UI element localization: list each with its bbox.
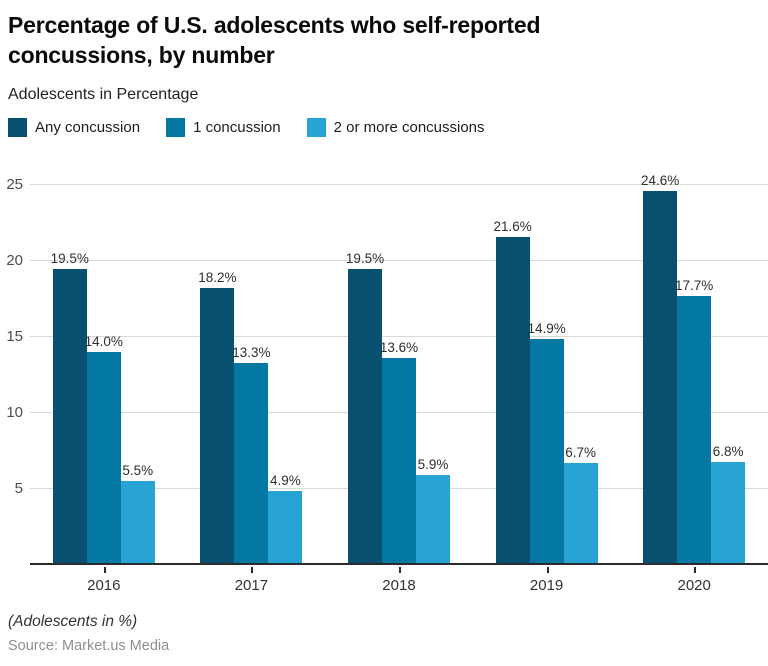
x-axis-label-2016: 2016 [87,577,121,594]
legend-swatch-icon [8,118,27,137]
bar-value-label: 19.5% [50,250,89,266]
bar-1-concussion-2017: 13.3% [232,345,271,565]
bar-2-or-more-concussions-2016: 5.5% [120,463,155,565]
y-axis-tick-label: 15 [6,328,23,345]
bar-value-label: 19.5% [345,250,385,266]
bar-1-concussion-2020: 17.7% [675,278,713,565]
bar-1-concussion-2018: 13.6% [380,340,418,565]
legend-swatch-icon [306,118,326,137]
bar-value-label: 18.2% [198,270,237,286]
bar-value-label: 5.5% [122,463,154,479]
bar-value-label: 4.9% [270,472,301,488]
bar-any-concussion-2017: 18.2% [198,270,237,565]
y-axis-tick-label: 20 [6,252,23,269]
chart-footnote: (Adolescents in %) [8,613,138,630]
bar-any-concussion-2019: 21.6% [493,219,532,565]
x-axis-tick [546,567,549,573]
bar-value-label: 6.8% [712,443,744,459]
x-axis-label-2018: 2018 [382,577,416,594]
bar-2-or-more-concussions-2020: 6.8% [711,444,746,565]
chart-source: Source: Market.us Media [8,638,170,654]
chart-subtitle: Adolescents in Percentage [8,86,199,103]
x-axis-line [30,563,768,565]
y-axis-tick-label: 10 [6,404,23,421]
bar-value-label: 5.9% [417,457,449,473]
bar-2-or-more-concussions-2018: 5.9% [415,457,450,565]
y-axis-tick-label: 5 [14,480,23,497]
x-axis-label-2020: 2020 [677,577,711,594]
legend-label: 2 or more concussions [333,119,485,136]
legend-label: Any concussion [35,119,141,136]
gridline [30,260,768,261]
x-axis-tick [251,567,254,573]
bar-group-2018: 19.5% 13.6% 5.9% [325,185,473,573]
bar-value-label: 14.9% [527,320,566,336]
bar-value-label: 24.6% [641,173,680,189]
bar-any-concussion-2018: 19.5% [346,251,384,565]
gridline [30,184,768,185]
bar-value-label: 13.3% [232,344,271,360]
bar-chart: 5 10 15 20 25 19.5% 14.0% 5.5% 18.2% 13.3% 4.9% 19… [0,173,768,599]
legend-swatch-icon [166,118,186,137]
bar-value-label: 14.0% [84,334,123,350]
bar-value-label: 6.7% [565,445,596,461]
x-axis-labels: 2016 2017 2018 2019 2020 [30,577,768,594]
bar-2-or-more-concussions-2017: 4.9% [268,473,303,565]
page-title: Percentage of U.S. adolescents who self-… [8,12,541,68]
bar-any-concussion-2016: 19.5% [51,251,89,565]
bar-any-concussion-2020: 24.6% [641,173,679,565]
y-axis-tick-label: 25 [6,176,23,193]
bar-2-or-more-concussions-2019: 6.7% [563,445,598,565]
x-axis-tick [694,567,697,573]
bar-1-concussion-2016: 14.0% [85,334,123,565]
legend-item: 1 concussion [166,118,281,137]
gridline [30,336,768,337]
x-axis-tick [103,567,106,573]
chart-legend: Any concussion 1 concussion 2 or more conc… [8,118,760,137]
x-axis-tick [398,567,401,573]
bar-1-concussion-2019: 14.9% [527,321,566,565]
bar-group-2017: 18.2% 13.3% 4.9% [178,185,326,573]
bar-group-2016: 19.5% 14.0% 5.5% [30,185,178,573]
legend-item: 2 or more concussions [306,118,485,137]
x-axis-label-2019: 2019 [529,577,564,594]
bar-group-2020: 24.6% 17.7% 6.8% [620,173,768,573]
bar-group-2019: 21.6% 14.9% 6.7% [473,185,621,573]
legend-item: Any concussion [8,118,140,137]
bar-groups: 19.5% 14.0% 5.5% 18.2% 13.3% 4.9% 19.5% 13.6% 5.… [30,173,768,573]
bar-value-label: 21.6% [493,218,532,234]
legend-label: 1 concussion [193,119,281,136]
plot-area: 19.5% 14.0% 5.5% 18.2% 13.3% 4.9% 19.5% 13.6% 5.… [30,173,768,573]
bar-value-label: 17.7% [675,277,714,293]
x-axis-label-2017: 2017 [234,577,269,594]
bar-value-label: 13.6% [379,340,419,356]
